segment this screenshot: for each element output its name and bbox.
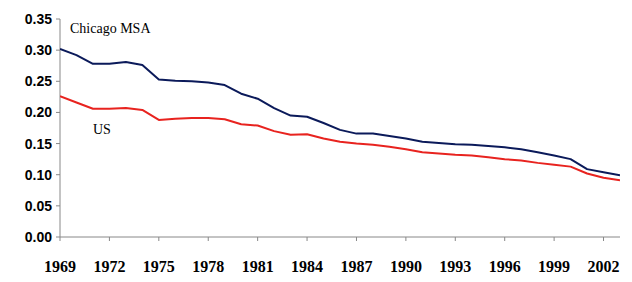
x-tick: [356, 237, 357, 241]
y-tick: [56, 237, 60, 238]
series-line: [60, 96, 620, 180]
background: [0, 0, 632, 282]
chart: 0.00 0.05 0.10 0.15 0.20 0.25 0.30 0.35 1969 1972…: [0, 0, 632, 282]
plot-area: [60, 49, 620, 180]
x-tick: [307, 237, 308, 241]
x-tick: [405, 237, 406, 241]
x-tick: [455, 237, 456, 241]
y-tick: [56, 174, 60, 175]
x-tick-label: 1984: [291, 258, 323, 275]
y-tick-label: 0.30: [25, 42, 52, 58]
x-tick: [504, 237, 505, 241]
y-tick-label: 0.10: [25, 167, 52, 183]
series-label: Chicago MSA: [70, 21, 151, 36]
x-tick-label: 1969: [44, 258, 76, 275]
y-tick: [56, 81, 60, 82]
x-tick-label: 1978: [192, 258, 224, 275]
y-tick: [56, 19, 60, 20]
x-tick-label: 1975: [143, 258, 175, 275]
y-tick-label: 0.00: [25, 229, 52, 245]
x-tick-label: 1999: [538, 258, 570, 275]
y-tick: [56, 50, 60, 51]
x-tick-label: 1972: [93, 258, 125, 275]
x-tick-label: 1981: [242, 258, 274, 275]
y-tick-label: 0.15: [25, 136, 52, 152]
x-tick: [60, 237, 61, 241]
x-tick-label: 1993: [439, 258, 471, 275]
y-tick: [56, 112, 60, 113]
y-tick-label: 0.35: [25, 11, 52, 27]
series-label: US: [93, 122, 111, 137]
y-tick: [56, 143, 60, 144]
x-tick: [158, 237, 159, 241]
x-axis: [60, 237, 620, 238]
x-tick: [109, 237, 110, 241]
x-tick: [603, 237, 604, 241]
x-tick: [208, 237, 209, 241]
x-tick: [554, 237, 555, 241]
y-tick-label: 0.25: [25, 73, 52, 89]
x-tick: [257, 237, 258, 241]
series-line: [60, 49, 620, 175]
y-tick-label: 0.05: [25, 198, 52, 214]
x-tick-label: 1987: [340, 258, 372, 275]
y-axis: [60, 19, 61, 237]
x-tick-label: 1996: [489, 258, 521, 275]
y-tick: [56, 205, 60, 206]
x-tick-label: 2002: [588, 258, 620, 275]
x-tick-label: 1990: [390, 258, 422, 275]
y-tick-label: 0.20: [25, 104, 52, 120]
